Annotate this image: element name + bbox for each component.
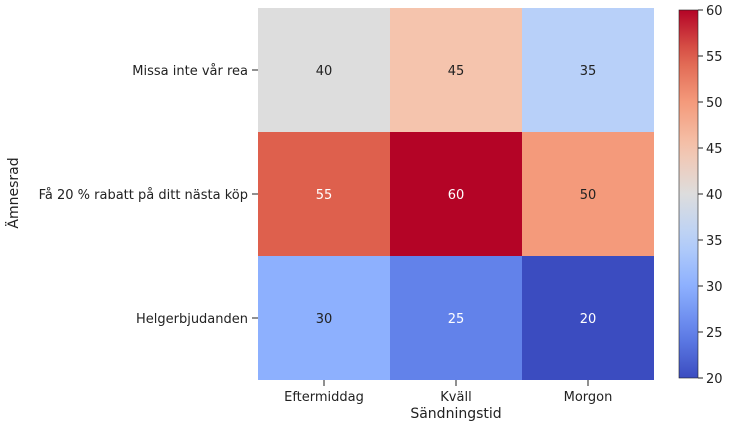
colorbar-tick-label: 60	[706, 4, 723, 19]
colorbar-gradient	[678, 9, 699, 379]
heatmap-cell	[390, 132, 522, 256]
heatmap-cell	[390, 256, 522, 380]
y-tick-label: Få 20 % rabatt på ditt nästa köp	[39, 188, 248, 203]
y-axis: Missa inte vår rea Få 20 % rabatt på ditt…	[39, 64, 258, 327]
cell-value-label: 20	[580, 312, 597, 327]
colorbar-tick-label: 45	[706, 142, 723, 157]
cell-value-label: 45	[448, 64, 465, 79]
heatmap-cell	[522, 8, 654, 132]
x-axis: Eftermiddag Kväll Morgon	[284, 380, 612, 405]
cell-value-label: 35	[580, 64, 597, 79]
heatmap-cells	[258, 8, 654, 380]
colorbar-tick-label: 30	[706, 280, 723, 295]
heatmap-cell	[522, 256, 654, 380]
colorbar-tick-label: 50	[706, 96, 723, 111]
colorbar-tick-label: 35	[706, 234, 723, 249]
colorbar-tick-label: 40	[706, 188, 723, 203]
colorbar-tick-label: 20	[706, 372, 723, 387]
heatmap-cell	[522, 132, 654, 256]
y-tick-label: Helgerbjudanden	[136, 312, 248, 327]
x-tick-label: Morgon	[564, 390, 613, 405]
x-axis-label: Sändningstid	[410, 406, 501, 422]
cell-value-label: 40	[316, 64, 333, 79]
x-tick-label: Kväll	[440, 390, 471, 405]
heatmap-cell	[258, 8, 390, 132]
cell-value-label: 50	[580, 188, 597, 203]
y-tick-label: Missa inte vår rea	[132, 64, 248, 79]
cell-value-label: 55	[316, 188, 333, 203]
y-axis-label: Ämnesrad	[4, 157, 22, 228]
colorbar-tick-label: 55	[706, 50, 723, 65]
cell-value-label: 60	[448, 188, 465, 203]
colorbar: 20 25 30 35 40 45 50 55 60	[678, 4, 723, 387]
cell-value-label: 30	[316, 312, 333, 327]
heatmap-cell	[390, 8, 522, 132]
colorbar-tick-label: 25	[706, 326, 723, 341]
heatmap-cell	[258, 132, 390, 256]
heatmap-cell-labels: 40 45 35 55 60 50 30 25 20	[316, 64, 597, 327]
heatmap-cell	[258, 256, 390, 380]
x-tick-label: Eftermiddag	[284, 390, 364, 405]
cell-value-label: 25	[448, 312, 465, 327]
